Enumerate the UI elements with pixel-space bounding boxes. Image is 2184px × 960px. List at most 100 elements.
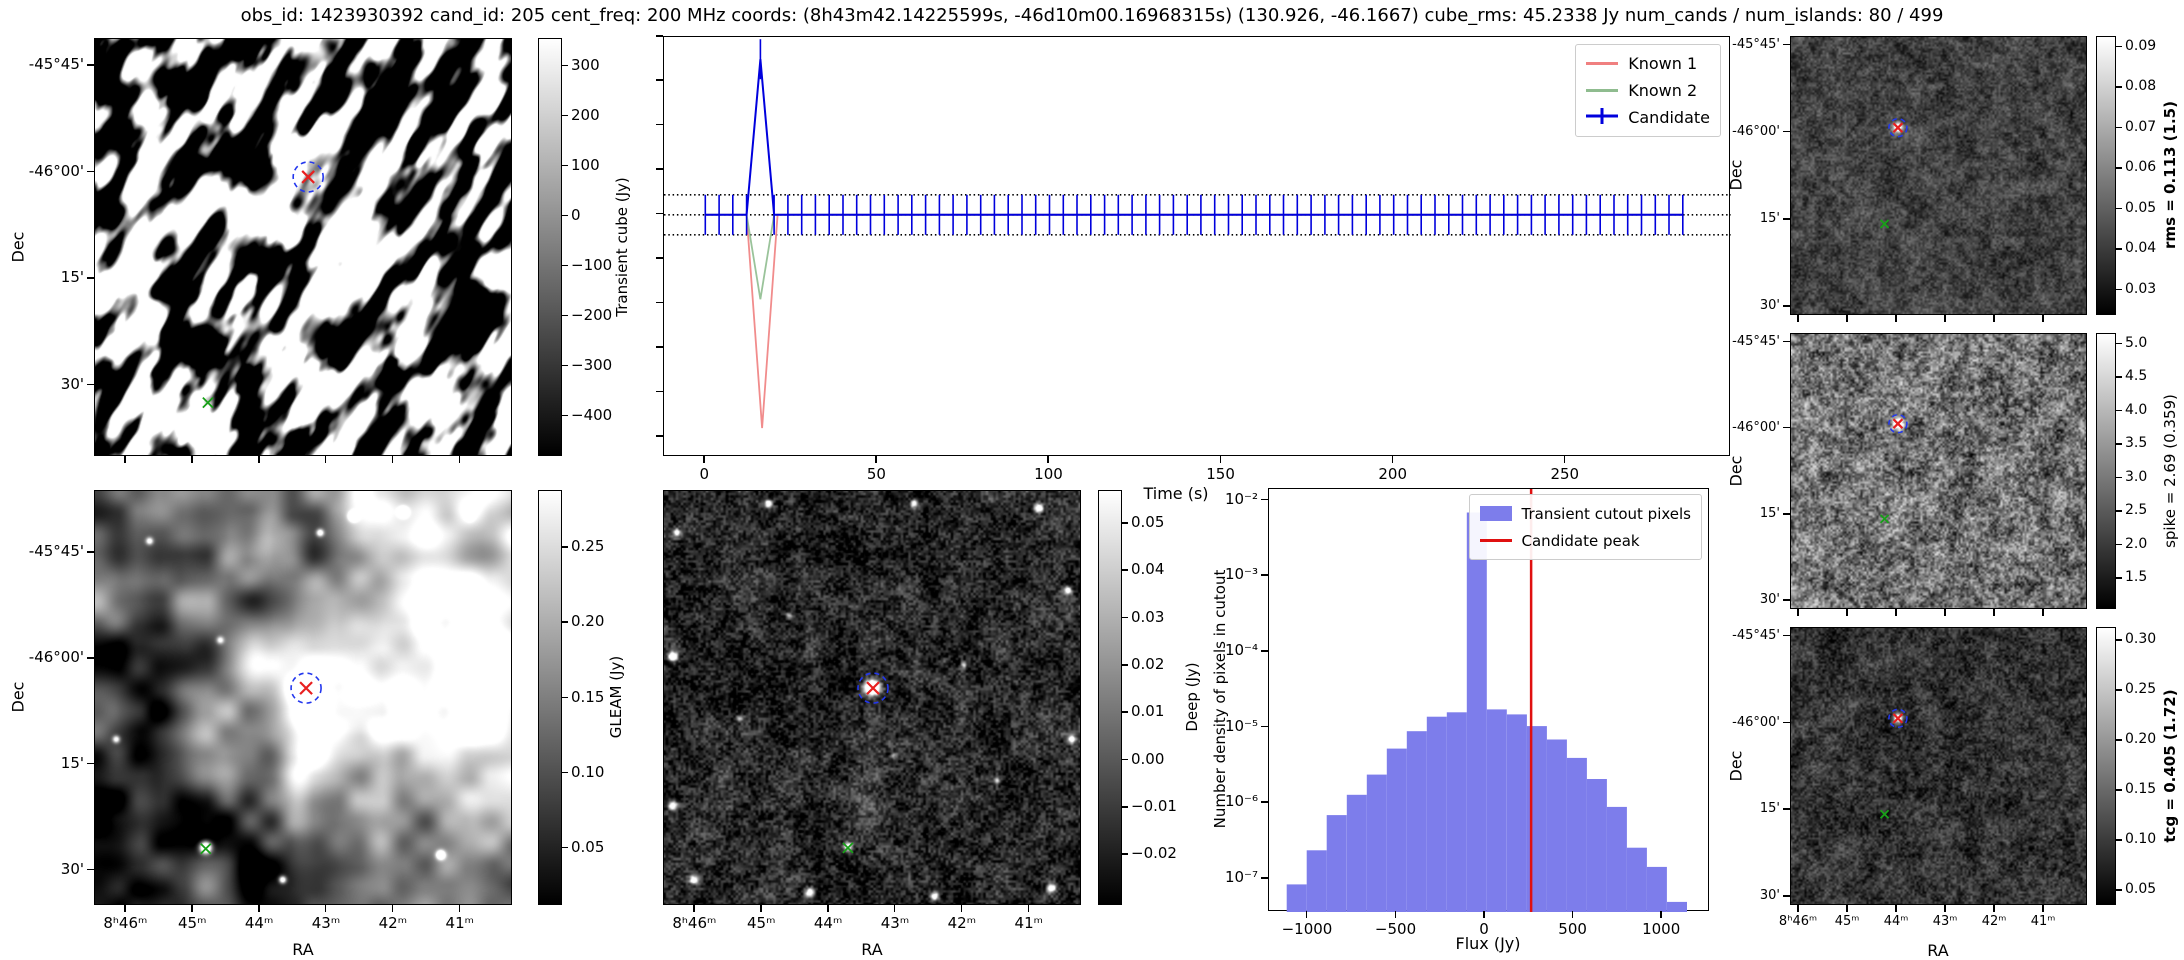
deep-colorbar-tick-label: 0.02 [1131,655,1165,674]
dec-tick [1783,43,1790,46]
candidate-x-marker [1892,122,1904,133]
spike-colorbar-tick-label: 2.5 [2125,502,2148,519]
ra-tick [960,905,963,912]
spike-colorbar-tick-label: 3.5 [2125,435,2148,452]
tcg-colorbar-tick-label: 0.05 [2125,881,2157,898]
transient-cube-marker-overlay [202,161,324,409]
ra-tick-label: 41ᵐ [2030,914,2056,929]
known-source-x-marker [1879,809,1890,819]
gleam-colorbar-tick [562,546,568,548]
dec-tick [1783,634,1790,637]
spike-colorbar-tick-label: 1.5 [2125,569,2148,586]
time-tick [1047,456,1049,463]
ra-tick [458,905,461,912]
dec-tick [87,551,94,553]
rms-colorbar-tick [2116,126,2122,129]
flux-tick [656,346,663,348]
ra-tick [1027,905,1030,912]
deep-colorbar-tick [1122,616,1128,619]
transient-colorbar-tick-label: −300 [571,355,613,374]
deep-colorbar [1098,490,1122,905]
known-source-x-marker [1879,514,1890,524]
ra-tick [124,456,126,463]
deep-colorbar-tick-label: 0.03 [1131,607,1165,626]
flux-tick [656,168,663,170]
gleam-colorbar-tick-label: 0.25 [571,537,605,556]
ra-tick [1895,905,1897,912]
legend-item: Candidate peak [1479,527,1691,554]
deep-colorbar-tick [1122,806,1128,808]
dec-tick-label: -46°00' [28,648,84,667]
legend-item: Known 2 [1586,77,1710,104]
known-1-lightcurve [705,213,1683,429]
ra-tick-label: 43ᵐ [311,914,341,932]
transient-cube-cutout-panel [94,38,512,456]
hist-x-tick-label: 0 [1479,920,1489,938]
pixel-histogram-plot [1286,489,1687,912]
ra-tick [2042,905,2044,912]
island-circle-marker [1888,413,1908,434]
legend-item-label: Known 1 [1628,54,1698,73]
ra-tick-label: 8ʰ46ᵐ [103,914,148,932]
tcg-colorbar-tick [2116,739,2122,741]
gleam-colorbar-tick-label: 0.20 [571,612,605,631]
dec-tick [87,762,94,765]
ra-tick-label: 43ᵐ [880,914,910,932]
ra-tick-label: 42ᵐ [1981,914,2007,929]
candidate-lightcurve [705,59,1683,216]
legend-item-label: Candidate [1628,108,1710,127]
deep-colorbar-tick-label: 0.04 [1131,560,1165,579]
rms-colorbar-tick [2116,167,2122,169]
candidate-errorbars [704,39,1684,235]
ra-tick-label: 45ᵐ [1834,914,1860,929]
transient-colorbar-tick [562,264,568,267]
candidate-x-marker [299,681,313,695]
dec-tick [1783,305,1790,307]
gleam-ra-axis-label: RA [292,940,314,959]
right-ra-axis-label: RA [1927,941,1949,960]
pixel-histogram-panel: Transient cutout pixels Candidate peak [1268,488,1709,912]
hist-y-tick-label: 10⁻⁷ [1224,868,1258,887]
ra-tick-label: 42ᵐ [947,914,977,932]
ra-tick-label: 42ᵐ [378,914,408,932]
gleam-dec-axis-label: Dec [8,681,28,713]
ra-tick [1944,905,1946,912]
rms-marker-overlay [1879,117,1908,229]
dec-tick-label: -46°00' [28,161,84,180]
known-source-x-marker [1879,219,1890,229]
ra-tick [391,905,394,912]
dec-tick [87,64,94,66]
tcg-colorbar-tick-label: 0.30 [2125,631,2157,648]
ra-tick-label: 44ᵐ [813,914,843,932]
ra-tick-label: 8ʰ46ᵐ [1778,914,1818,929]
flux-tick [656,35,663,37]
dec-tick-label: 15' [60,753,84,772]
gleam-colorbar-tick-label: 0.15 [571,687,605,706]
spike-colorbar-tick-label: 3.0 [2125,468,2148,485]
dec-tick-label: 15' [60,268,84,287]
gleam-cutout-panel [94,490,512,905]
hist-y-tick-label: 10⁻³ [1224,565,1258,584]
transient-colorbar-tick-label: 0 [571,205,581,224]
transient-colorbar-tick-label: 300 [571,55,600,74]
rms-colorbar-label: rms = 0.113 (1.5) [2161,101,2179,249]
legend-item-label: Known 2 [1628,81,1698,100]
flux-tick [656,212,663,215]
rms-colorbar-tick-label: 0.07 [2125,119,2157,136]
transient-colorbar-tick [562,364,568,367]
spike-colorbar-tick [2116,342,2122,345]
legend-patch-swatch [1479,506,1512,521]
transient-colorbar-label: Transient cube (Jy) [613,177,631,317]
dec-tick [87,868,94,871]
ra-tick [1846,905,1848,912]
spike-colorbar-tick [2116,510,2122,512]
spike-colorbar-tick-label: 4.5 [2125,368,2148,385]
ra-tick [1993,609,1995,616]
transient-colorbar-tick [562,414,568,417]
spike-image [1791,334,2086,608]
ra-tick [893,905,896,912]
hist-x-tick-label: 500 [1558,920,1587,938]
ra-tick [258,905,260,912]
hist-y-tick [1261,650,1268,652]
island-circle-marker [1888,708,1908,729]
